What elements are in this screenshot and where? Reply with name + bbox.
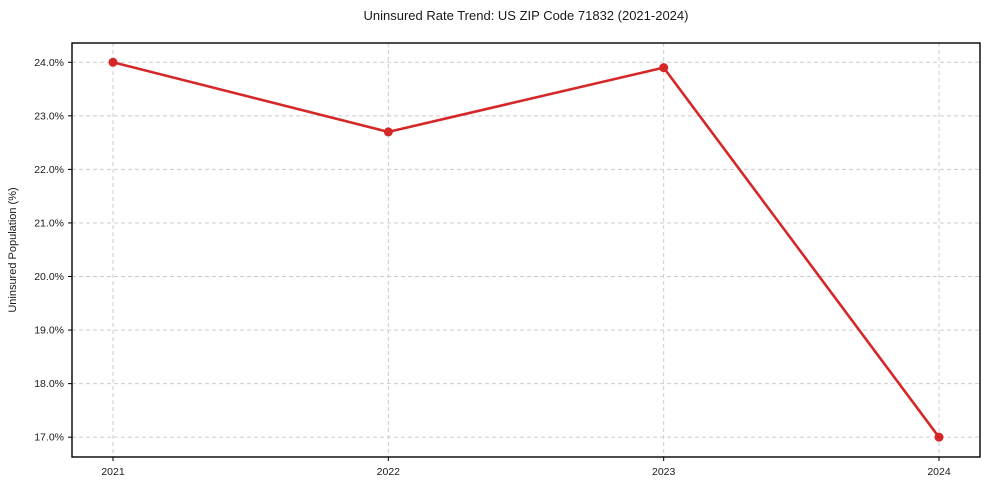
y-tick-label: 19.0% [34, 325, 64, 337]
trend-line [111, 60, 941, 439]
y-tick-label: 24.0% [34, 57, 64, 69]
data-point-marker [934, 432, 944, 442]
y-tick-label: 22.0% [34, 164, 64, 176]
x-tick-label: 2021 [101, 466, 125, 478]
data-point-marker [383, 127, 393, 137]
y-tick-label: 17.0% [34, 432, 64, 444]
y-tick-label: 20.0% [34, 271, 64, 283]
y-tick-label: 18.0% [34, 378, 64, 390]
y-tick-label: 21.0% [34, 217, 64, 229]
plot-border [71, 42, 981, 458]
y-tick-label: 23.0% [34, 110, 64, 122]
data-point-marker [659, 63, 669, 73]
data-point-marker [108, 57, 118, 67]
chart-title: Uninsured Rate Trend: US ZIP Code 71832 … [363, 8, 689, 23]
x-tick-label: 2023 [652, 466, 676, 478]
x-tick-label: 2024 [927, 466, 951, 478]
x-tick-label: 2022 [377, 466, 401, 478]
